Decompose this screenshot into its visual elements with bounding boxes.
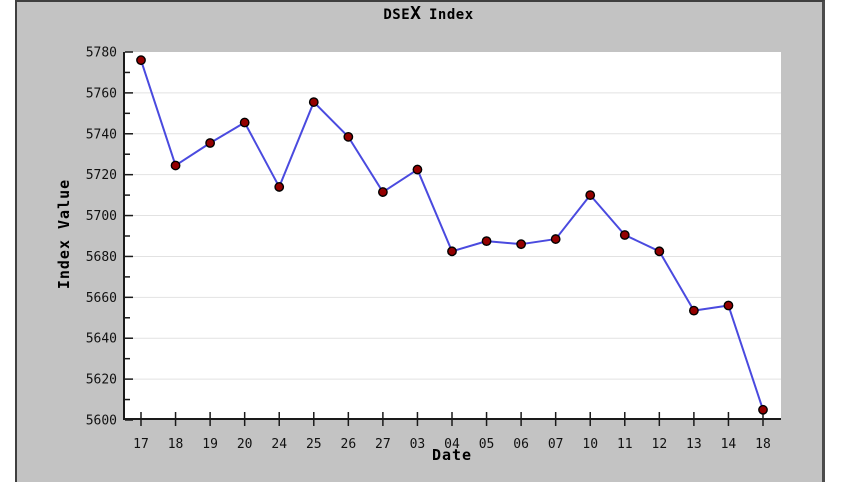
data-point-marker [170,160,181,171]
x-tick-label: 24 [271,437,287,452]
x-tick-label: 20 [237,437,253,452]
y-tick-label: 5780 [86,46,117,61]
data-point-marker [136,55,146,66]
y-tick-label: 5740 [86,127,117,142]
chart-title-suffix: Index [428,7,474,23]
x-tick-label: 18 [168,437,184,452]
data-point-marker [550,234,561,244]
data-point-marker [516,239,527,250]
y-tick-label: 5660 [86,291,117,306]
data-point-marker [481,236,492,247]
x-tick-label: 04 [444,437,460,452]
data-point-marker [308,97,319,107]
line-chart: 5600 5620 5640 5660 5680 5700 5720 5740 5760 5780… [86,46,781,452]
data-point-marker [205,138,216,148]
x-tick-label: 18 [755,437,771,452]
chart-title-highlight: X [410,3,421,24]
y-tick-label: 5680 [86,250,117,265]
x-tick-label: 06 [513,437,529,452]
x-tick-label: 07 [548,437,564,452]
y-tick-label: 5720 [86,168,117,183]
x-tick-label: 05 [479,437,495,452]
x-tick-label: 03 [410,437,426,452]
x-tick-label: 11 [617,437,633,452]
x-tick-label: 17 [133,437,149,452]
x-tick-label: 13 [686,437,702,452]
chart-title-prefix: DSE [383,7,411,23]
data-point-marker [239,117,250,128]
data-point-marker [688,305,699,316]
y-tick-label: 5640 [86,332,117,347]
data-point-marker [343,131,354,142]
y-tick-label: 5620 [86,373,117,388]
chart-title: DSEX Index [0,3,857,24]
y-axis-line [123,52,125,420]
data-point-marker [377,187,388,197]
x-axis-title: Date [431,446,473,464]
data-point-marker [585,190,596,201]
x-tick-label: 10 [582,437,598,452]
plot-area [123,52,781,420]
y-tick-label: 5700 [86,209,117,224]
data-point-marker [723,300,734,311]
x-tick-label: 26 [341,437,357,452]
x-tick-label: 19 [202,437,218,452]
y-tick-label: 5760 [86,86,117,101]
data-point-marker [447,246,457,257]
data-point-marker [274,182,285,192]
x-tick-label: 12 [652,437,668,452]
y-axis-title: Index Value [55,178,73,290]
data-point-marker [758,404,768,415]
x-tick-label: 14 [721,437,737,452]
data-point-marker [412,164,423,175]
x-tick-label: 27 [375,437,391,452]
data-point-marker [619,230,630,240]
y-tick-label: 5600 [86,414,117,429]
x-tick-label: 25 [306,437,322,452]
data-point-marker [654,246,665,257]
